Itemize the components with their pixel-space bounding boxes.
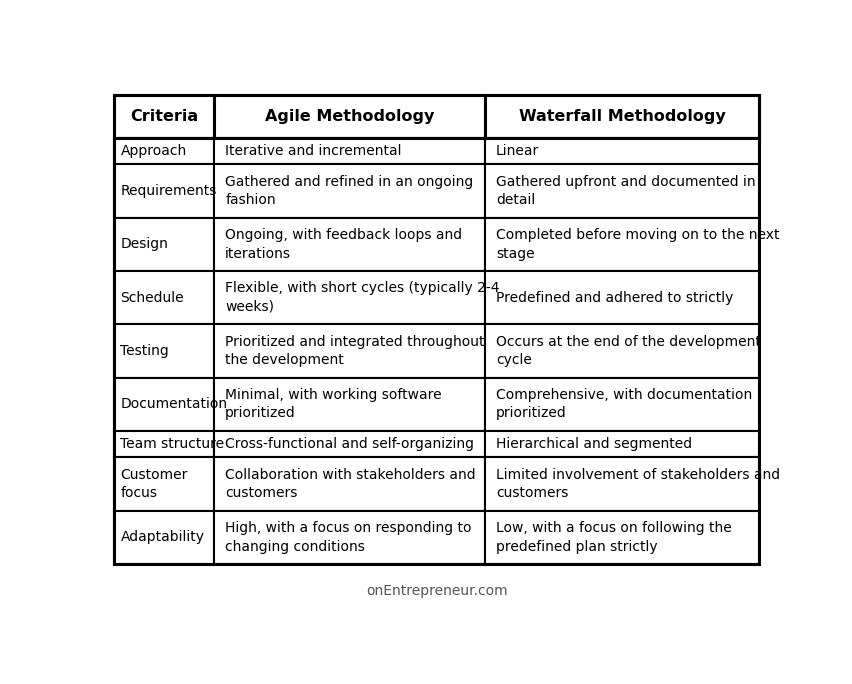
Bar (485, 95, 759, 138)
Text: Gathered and refined in an ongoing
fashion: Gathered and refined in an ongoing fashi… (225, 175, 474, 207)
Bar (215, 324, 485, 378)
Text: Iterative and incremental: Iterative and incremental (225, 144, 401, 158)
Bar (485, 324, 759, 378)
Text: Customer
focus: Customer focus (120, 468, 187, 500)
Bar (485, 431, 759, 458)
Bar (114, 458, 215, 511)
Bar (485, 271, 759, 324)
Text: Occurs at the end of the development
cycle: Occurs at the end of the development cyc… (496, 334, 761, 367)
Bar (114, 431, 215, 458)
Bar (114, 138, 215, 164)
Text: Requirements: Requirements (120, 184, 216, 198)
Text: Comprehensive, with documentation
prioritized: Comprehensive, with documentation priori… (496, 388, 752, 421)
Bar (114, 511, 215, 564)
Bar (114, 95, 759, 564)
Bar (215, 458, 485, 511)
Text: Limited involvement of stakeholders and
customers: Limited involvement of stakeholders and … (496, 468, 780, 500)
Bar (215, 95, 485, 138)
Text: Agile Methodology: Agile Methodology (265, 109, 435, 124)
Text: Design: Design (120, 237, 169, 252)
Bar (215, 378, 485, 431)
Text: Low, with a focus on following the
predefined plan strictly: Low, with a focus on following the prede… (496, 521, 732, 553)
Text: Cross-functional and self-organizing: Cross-functional and self-organizing (225, 437, 475, 451)
Text: Hierarchical and segmented: Hierarchical and segmented (496, 437, 692, 451)
Text: Flexible, with short cycles (typically 2-4
weeks): Flexible, with short cycles (typically 2… (225, 281, 499, 314)
Bar (114, 95, 215, 138)
Bar (114, 324, 215, 378)
Bar (215, 138, 485, 164)
Text: Completed before moving on to the next
stage: Completed before moving on to the next s… (496, 228, 780, 261)
Text: Schedule: Schedule (120, 291, 184, 304)
Text: Gathered upfront and documented in
detail: Gathered upfront and documented in detai… (496, 175, 756, 207)
Bar (485, 458, 759, 511)
Text: Linear: Linear (496, 144, 539, 158)
Bar (215, 218, 485, 271)
Bar (485, 378, 759, 431)
Bar (114, 164, 215, 218)
Bar (215, 164, 485, 218)
Text: Adaptability: Adaptability (120, 530, 204, 544)
Text: Ongoing, with feedback loops and
iterations: Ongoing, with feedback loops and iterati… (225, 228, 463, 261)
Bar (114, 378, 215, 431)
Text: Prioritized and integrated throughout
the development: Prioritized and integrated throughout th… (225, 334, 485, 367)
Text: Team structure: Team structure (120, 437, 225, 451)
Bar (114, 218, 215, 271)
Text: Testing: Testing (120, 344, 170, 358)
Bar (485, 511, 759, 564)
Text: Approach: Approach (120, 144, 187, 158)
Text: Predefined and adhered to strictly: Predefined and adhered to strictly (496, 291, 734, 304)
Text: onEntrepreneur.com: onEntrepreneur.com (366, 584, 508, 598)
Text: Collaboration with stakeholders and
customers: Collaboration with stakeholders and cust… (225, 468, 475, 500)
Text: Minimal, with working software
prioritized: Minimal, with working software prioritiz… (225, 388, 442, 421)
Bar (215, 431, 485, 458)
Text: High, with a focus on responding to
changing conditions: High, with a focus on responding to chan… (225, 521, 472, 553)
Bar (215, 271, 485, 324)
Bar (485, 164, 759, 218)
Text: Criteria: Criteria (130, 109, 199, 124)
Bar (114, 271, 215, 324)
Bar (485, 218, 759, 271)
Bar (215, 511, 485, 564)
Bar (485, 138, 759, 164)
Text: Waterfall Methodology: Waterfall Methodology (519, 109, 725, 124)
Text: Documentation: Documentation (120, 397, 227, 411)
